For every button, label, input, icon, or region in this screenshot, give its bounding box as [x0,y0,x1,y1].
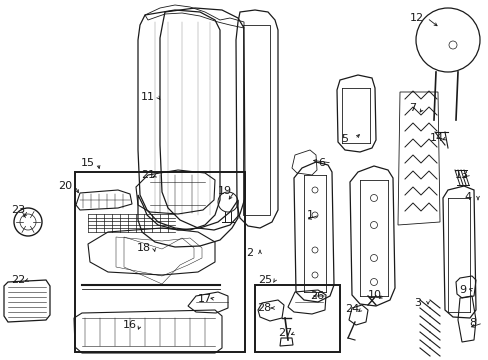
Text: 2: 2 [246,248,253,258]
Text: 8: 8 [468,318,476,328]
Text: 27: 27 [277,328,291,338]
Bar [75,172,244,352]
Text: 21: 21 [141,170,155,180]
Text: 16: 16 [123,320,137,330]
Bar [254,285,339,352]
Text: 15: 15 [81,158,95,168]
Text: 17: 17 [198,294,212,304]
Text: 10: 10 [367,290,381,300]
Text: 6: 6 [318,158,325,168]
Text: 20: 20 [58,181,72,191]
Text: 3: 3 [414,298,421,308]
Text: 19: 19 [218,186,232,196]
Text: 26: 26 [309,291,324,301]
Text: 24: 24 [344,304,358,314]
Text: 12: 12 [409,13,423,23]
Text: 4: 4 [464,192,470,202]
Text: 14: 14 [429,133,443,143]
Text: 28: 28 [256,303,270,313]
Text: 7: 7 [408,103,416,113]
Text: 18: 18 [137,243,151,253]
Text: 1: 1 [306,210,313,220]
Text: 23: 23 [11,205,25,215]
Text: 11: 11 [141,92,155,102]
Text: 13: 13 [454,170,468,180]
Text: 22: 22 [11,275,25,285]
Text: 5: 5 [341,134,348,144]
Text: 25: 25 [257,275,271,285]
Text: 9: 9 [459,285,466,295]
